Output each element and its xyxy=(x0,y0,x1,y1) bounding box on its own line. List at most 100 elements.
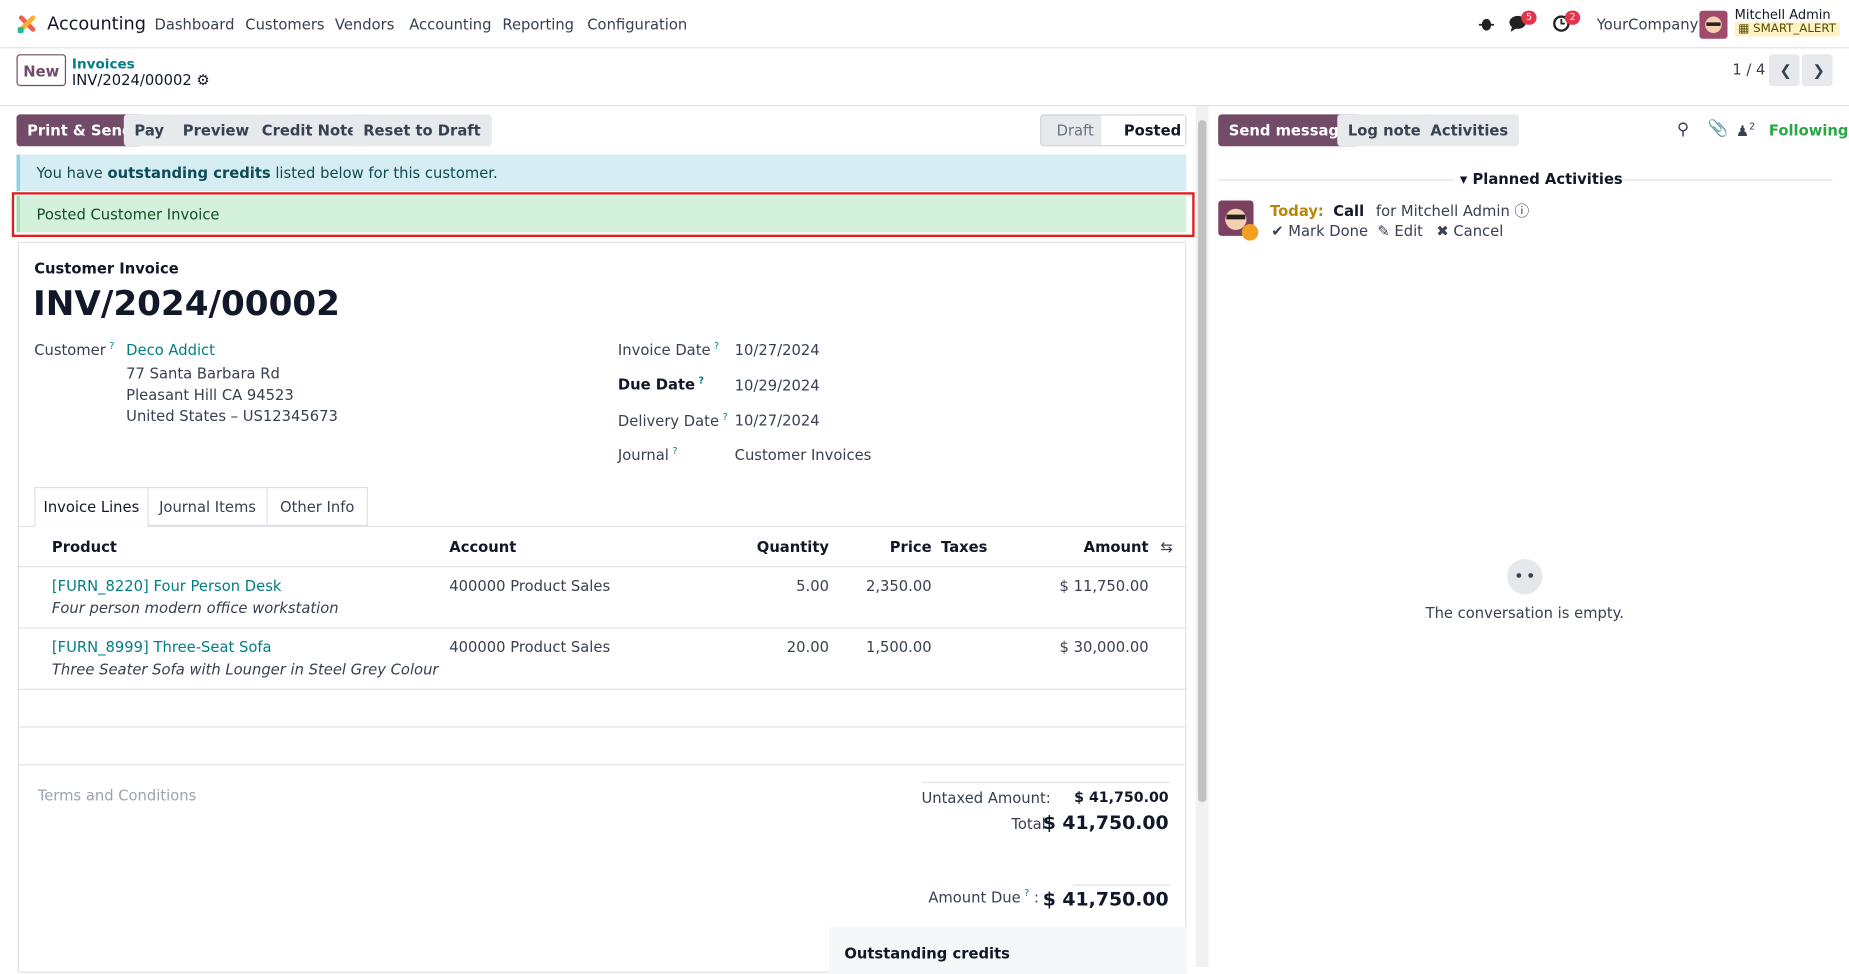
activities-button[interactable]: Activities xyxy=(1419,114,1519,147)
address-line: Pleasant Hill CA 94523 xyxy=(126,385,294,404)
activity-assignee: for Mitchell Admin xyxy=(1375,201,1510,220)
send-message-button[interactable]: Send message xyxy=(1218,114,1360,147)
cancel-link[interactable]: ✖ Cancel xyxy=(1436,221,1504,240)
column-header[interactable]: Quantity xyxy=(756,537,830,556)
help-mark[interactable]: ? xyxy=(1024,887,1030,899)
divider xyxy=(1610,179,1833,181)
activities-badge: 2 xyxy=(1564,10,1581,25)
following-button[interactable]: Following xyxy=(1768,121,1849,140)
field-label: Journal? xyxy=(618,446,678,464)
untaxed-label: Untaxed Amount: xyxy=(921,788,1051,807)
help-mark[interactable]: ? xyxy=(722,411,728,423)
line-quantity: 5.00 xyxy=(796,576,830,595)
edit-link[interactable]: ✎ Edit xyxy=(1377,221,1423,240)
tab[interactable]: Journal Items xyxy=(148,487,268,526)
reset-draft-button[interactable]: Reset to Draft xyxy=(352,114,492,147)
field-label: Invoice Date? xyxy=(618,341,719,359)
column-header[interactable]: Taxes xyxy=(941,537,988,556)
column-header[interactable]: Amount xyxy=(1083,537,1149,556)
due-border xyxy=(1073,884,1170,886)
tab[interactable]: Other Info xyxy=(267,487,368,526)
log-note-button[interactable]: Log note xyxy=(1337,114,1432,147)
total-value: $ 41,750.00 xyxy=(1042,811,1169,834)
status-active-bg xyxy=(1101,115,1186,146)
menu-item[interactable]: Customers xyxy=(245,15,325,34)
action-text: Cancel xyxy=(1453,221,1504,240)
terms-placeholder[interactable]: Terms and Conditions xyxy=(37,786,197,805)
credit-note-button[interactable]: Credit Note xyxy=(251,114,368,147)
menu-item[interactable]: Dashboard xyxy=(154,15,235,34)
pager-prev[interactable]: ❮ xyxy=(1768,54,1800,87)
messages-badge: 5 xyxy=(1521,10,1537,25)
tab-active[interactable]: Invoice Lines xyxy=(34,487,149,528)
product-link[interactable]: [FURN_8999] Three-Seat Sofa xyxy=(51,637,272,656)
amount-due-value: $ 41,750.00 xyxy=(1042,887,1169,911)
total-label: Total: xyxy=(1011,814,1051,833)
row-border xyxy=(17,688,1187,690)
help-mark[interactable]: ? xyxy=(109,340,115,352)
customer-link[interactable]: Deco Addict xyxy=(126,340,215,359)
line-description: Three Seater Sofa with Lounger in Steel … xyxy=(51,660,439,679)
menu-item[interactable]: Reporting xyxy=(502,15,575,34)
posted-alert xyxy=(16,195,1187,233)
optional-columns-toggle[interactable]: ⇆ xyxy=(1160,537,1173,556)
label-text: Journal xyxy=(617,445,669,464)
address-line: United States – US12345673 xyxy=(126,406,338,425)
credits-alert-text: You have outstanding credits listed belo… xyxy=(37,164,498,182)
mark-done-link[interactable]: ✔ Mark Done xyxy=(1271,221,1369,240)
search-icon[interactable]: ⚲ xyxy=(1676,120,1689,140)
planned-title: Planned Activities xyxy=(1472,169,1623,188)
divider xyxy=(1218,179,1455,181)
product-link[interactable]: [FURN_8220] Four Person Desk xyxy=(51,576,282,595)
preview-button[interactable]: Preview xyxy=(172,114,260,147)
followers-icon[interactable]: ♟2 xyxy=(1735,121,1756,140)
debug-icon[interactable] xyxy=(1478,15,1495,32)
column-header[interactable]: Price xyxy=(889,537,932,556)
line-account: 400000 Product Sales xyxy=(449,637,611,656)
line-description: Four person modern office workstation xyxy=(51,599,339,617)
label-text: Due Date xyxy=(617,375,696,393)
empty-icon xyxy=(1507,558,1543,595)
user-avatar[interactable] xyxy=(1699,10,1728,39)
attachment-icon[interactable]: 📎 xyxy=(1707,119,1729,138)
help-mark[interactable]: ? xyxy=(714,340,720,352)
scrollbar-thumb[interactable] xyxy=(1198,120,1207,802)
print-send-button[interactable]: Print & Send xyxy=(16,114,144,147)
row-border xyxy=(17,764,1187,766)
navbar-border xyxy=(0,47,1849,49)
line-amount: $ 11,750.00 xyxy=(1059,576,1149,595)
untaxed-value: $ 41,750.00 xyxy=(1074,788,1169,806)
tabs-border xyxy=(17,525,1187,528)
status-posted[interactable]: Posted xyxy=(1123,121,1182,140)
app-name[interactable]: Accounting xyxy=(47,12,146,35)
pay-button[interactable]: Pay xyxy=(123,114,175,147)
menu-item[interactable]: Configuration xyxy=(587,15,688,34)
new-button[interactable]: New xyxy=(16,54,67,87)
line-quantity: 20.00 xyxy=(786,637,830,656)
database-name: ▦ SMART_ALERT xyxy=(1734,22,1840,37)
action-text: Mark Done xyxy=(1288,221,1369,240)
pager-next[interactable]: ❯ xyxy=(1801,54,1833,87)
follower-count: 2 xyxy=(1749,121,1756,133)
outstanding-title: Outstanding credits xyxy=(844,944,1010,963)
menu-item[interactable]: Vendors xyxy=(334,15,395,34)
field-label: Customer? xyxy=(34,341,114,359)
row-border xyxy=(17,627,1187,629)
company-switcher[interactable]: YourCompany xyxy=(1596,15,1699,34)
help-mark[interactable]: ? xyxy=(672,445,678,457)
column-header[interactable]: Product xyxy=(51,537,117,556)
label-text: Customer xyxy=(34,340,106,359)
highlight-box xyxy=(11,192,1195,238)
user-name[interactable]: Mitchell Admin xyxy=(1734,7,1831,23)
empty-conversation: The conversation is empty. xyxy=(1425,603,1624,622)
breadcrumb-link[interactable]: Invoices xyxy=(71,55,135,72)
menu-item[interactable]: Accounting xyxy=(409,15,492,34)
control-border xyxy=(0,104,1849,107)
help-mark[interactable]: ? xyxy=(698,375,705,386)
field-value: Customer Invoices xyxy=(734,445,872,464)
status-draft[interactable]: Draft xyxy=(1056,121,1094,140)
column-header[interactable]: Account xyxy=(449,537,517,556)
planned-activities-toggle[interactable]: ▾ Planned Activities xyxy=(1459,169,1623,188)
app-logo xyxy=(17,15,36,34)
